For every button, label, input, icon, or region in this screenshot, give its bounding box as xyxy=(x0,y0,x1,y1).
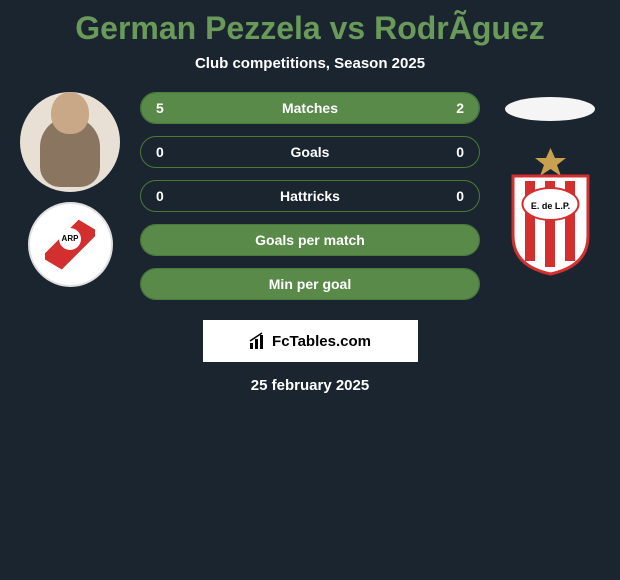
stats-column: 5 Matches 2 0 Goals 0 0 Hattricks 0 Goals per mat… xyxy=(140,92,480,300)
watermark: FcTables.com xyxy=(203,320,418,362)
page-title: German Pezzela vs RodrÃ­guez xyxy=(0,10,620,47)
stat-value-left: 0 xyxy=(156,188,164,204)
player-right-avatar xyxy=(505,97,595,121)
stat-row: 5 Matches 2 xyxy=(140,92,480,124)
stat-fill-right xyxy=(381,93,479,123)
comparison-area: ARP 5 Matches 2 0 Goals 0 0 Hattricks 0 Goals per… xyxy=(0,92,620,300)
chart-icon xyxy=(249,332,267,350)
player-left-avatar xyxy=(20,92,120,192)
club-badge-right: E. de L.P. xyxy=(503,146,598,276)
stat-value-right: 2 xyxy=(456,100,464,116)
player-left-column: ARP xyxy=(15,92,125,287)
player-right-column: E. de L.P. xyxy=(495,92,605,276)
subtitle: Club competitions, Season 2025 xyxy=(0,55,620,72)
stat-value-left: 0 xyxy=(156,144,164,160)
stat-label: Goals xyxy=(291,144,330,160)
svg-text:E. de L.P.: E. de L.P. xyxy=(530,201,569,211)
stat-row: 0 Goals 0 xyxy=(140,136,480,168)
stat-label: Matches xyxy=(282,100,338,116)
club-badge-left: ARP xyxy=(28,202,113,287)
avatar-silhouette-icon xyxy=(40,117,100,187)
stat-fill-left xyxy=(141,93,381,123)
comparison-container: German Pezzela vs RodrÃ­guez Club compet… xyxy=(0,0,620,404)
watermark-text: FcTables.com xyxy=(272,333,371,350)
date-text: 25 february 2025 xyxy=(0,377,620,394)
stat-value-right: 0 xyxy=(456,144,464,160)
badge-left-text: ARP xyxy=(59,228,81,250)
shield-icon: E. de L.P. xyxy=(503,146,598,276)
stat-value-right: 0 xyxy=(456,188,464,204)
stat-value-left: 5 xyxy=(156,100,164,116)
stat-row: Min per goal xyxy=(140,268,480,300)
stat-label: Hattricks xyxy=(280,188,340,204)
stat-row: Goals per match xyxy=(140,224,480,256)
stat-row: 0 Hattricks 0 xyxy=(140,180,480,212)
stat-label: Min per goal xyxy=(269,276,351,292)
stat-label: Goals per match xyxy=(255,232,365,248)
